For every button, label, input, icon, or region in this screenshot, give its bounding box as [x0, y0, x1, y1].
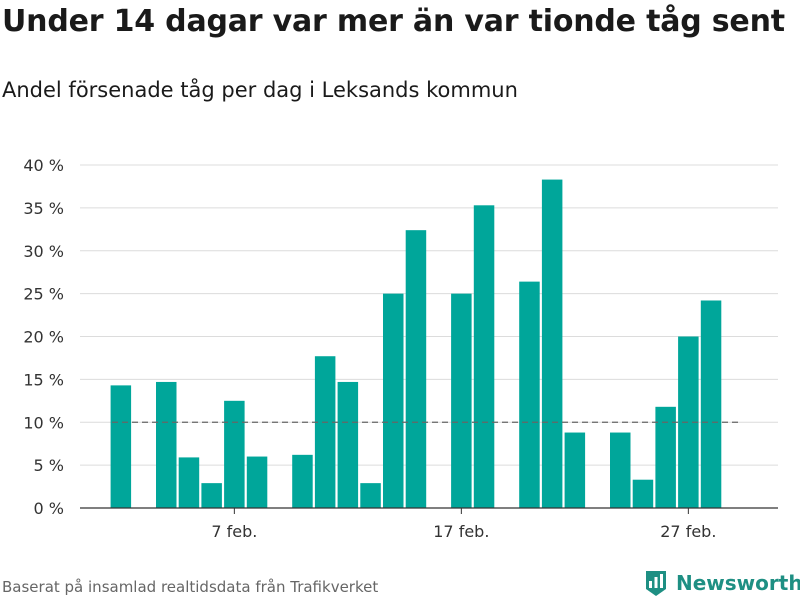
bar [519, 281, 540, 508]
y-tick-label: 25 % [23, 285, 64, 304]
bar [451, 293, 472, 508]
bars [110, 179, 722, 509]
y-tick-label: 30 % [23, 242, 64, 261]
brand-name: Newsworthy [676, 571, 800, 595]
bar [678, 336, 699, 508]
bar [610, 432, 631, 508]
bar [541, 179, 563, 508]
y-tick-label: 15 % [23, 370, 64, 389]
x-axis: 7 feb. 17 feb. 27 feb. [80, 507, 778, 541]
bar [178, 457, 200, 508]
bar [700, 300, 722, 508]
x-tick-label: 27 feb. [660, 522, 716, 541]
brand-logo: Newsworthy [644, 568, 800, 598]
bar [383, 293, 404, 508]
grid-lines [80, 164, 778, 466]
bar [632, 479, 654, 508]
chart-title: Under 14 dagar var mer än var tionde tåg… [2, 4, 785, 39]
bar [246, 456, 268, 508]
x-tick-label: 17 feb. [433, 522, 489, 541]
newsworthy-logo-icon [646, 571, 666, 596]
y-tick-label: 10 % [23, 413, 64, 432]
y-tick-label: 20 % [23, 328, 64, 347]
x-tick-label: 7 feb. [211, 522, 257, 541]
bar [655, 406, 676, 508]
y-axis: 0 % 5 % 10 % 15 % 20 % 25 % 30 % 35 % 40 % [23, 156, 64, 518]
bar [314, 356, 336, 508]
bar [201, 483, 222, 508]
y-tick-label: 40 % [23, 156, 64, 175]
bar [224, 400, 245, 508]
source-note: Baserat på insamlad realtidsdata från Tr… [2, 578, 379, 596]
bar [156, 381, 177, 508]
bar [473, 205, 495, 509]
y-tick-label: 5 % [34, 456, 64, 475]
bar [337, 381, 359, 508]
chart-subtitle: Andel försenade tåg per dag i Leksands k… [2, 78, 518, 102]
bar [405, 230, 427, 509]
bar [292, 454, 313, 508]
bar [110, 385, 132, 508]
y-tick-label: 0 % [34, 499, 64, 518]
y-tick-label: 35 % [23, 199, 64, 218]
bar [360, 483, 381, 508]
bar [564, 432, 586, 508]
